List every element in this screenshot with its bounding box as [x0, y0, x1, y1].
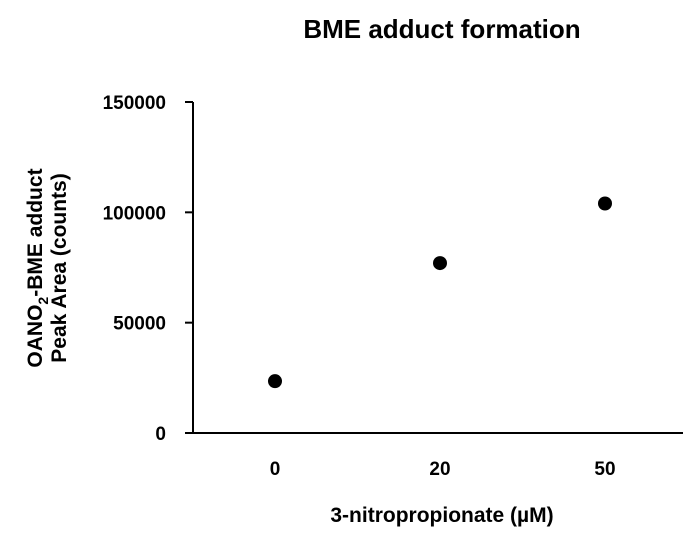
data-point [598, 196, 612, 211]
data-point [268, 374, 282, 389]
y-axis-label-line2: Peak Area (counts) [48, 173, 71, 362]
y-axis-label: OANO2-BME adduct Peak Area (counts) [24, 168, 71, 367]
data-point [433, 256, 447, 271]
x-tick-label: 20 [429, 459, 450, 480]
y-tick-label: 50000 [113, 314, 166, 335]
data-points [268, 196, 612, 389]
x-axis-label: 3-nitropropionate (µM) [330, 504, 553, 527]
x-tick-label: 50 [594, 459, 615, 480]
y-tick-label: 150000 [103, 93, 166, 114]
chart-title: BME adduct formation [303, 14, 580, 44]
y-axis-label-line1: OANO2-BME adduct [24, 168, 51, 367]
x-ticks: 0 20 50 [270, 459, 616, 480]
y-ticks: 0 50000 100000 150000 [103, 93, 193, 445]
x-tick-label: 0 [270, 459, 281, 480]
y-tick-label: 100000 [103, 203, 166, 224]
y-tick-label: 0 [155, 424, 166, 445]
